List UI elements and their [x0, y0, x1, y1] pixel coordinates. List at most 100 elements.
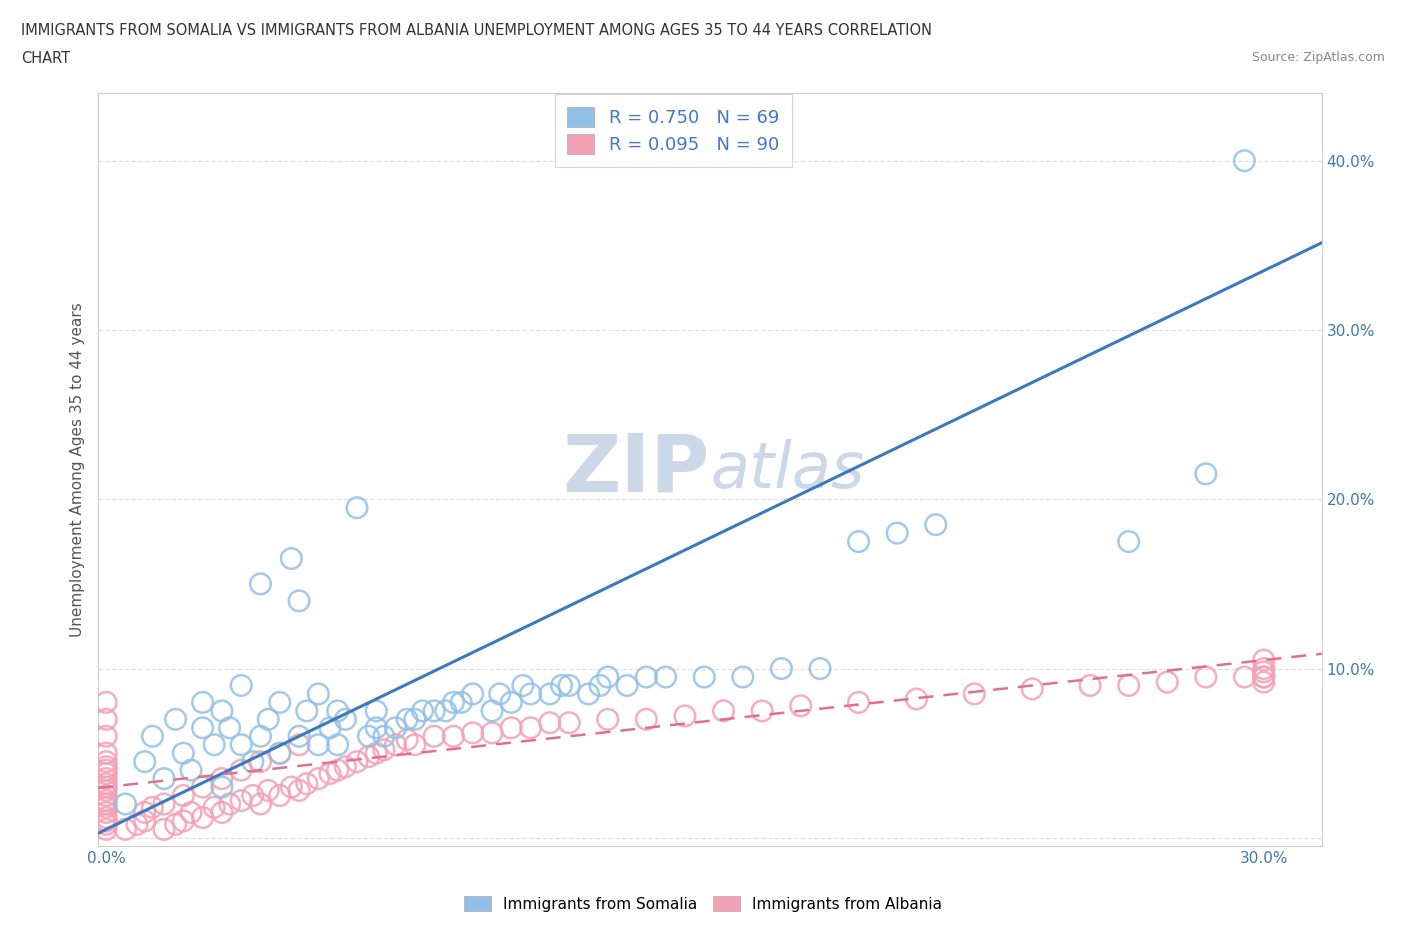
Point	[751, 703, 773, 718]
Point	[538, 715, 561, 730]
Point	[654, 670, 676, 684]
Point	[269, 746, 291, 761]
Point	[295, 777, 318, 791]
Point	[94, 729, 117, 744]
Point	[373, 729, 395, 744]
Point	[191, 721, 214, 736]
Point	[616, 678, 638, 693]
Point	[141, 800, 163, 815]
Point	[396, 732, 419, 747]
Point	[1233, 153, 1256, 168]
Point	[134, 814, 156, 829]
Point	[396, 711, 419, 726]
Text: IMMIGRANTS FROM SOMALIA VS IMMIGRANTS FROM ALBANIA UNEMPLOYMENT AMONG AGES 35 TO: IMMIGRANTS FROM SOMALIA VS IMMIGRANTS FR…	[21, 23, 932, 38]
Point	[673, 709, 696, 724]
Point	[1156, 674, 1178, 689]
Point	[94, 779, 117, 794]
Point	[295, 703, 318, 718]
Point	[153, 822, 176, 837]
Point	[636, 711, 658, 726]
Point	[94, 817, 117, 831]
Point	[257, 783, 280, 798]
Point	[172, 746, 194, 761]
Point	[94, 759, 117, 774]
Point	[242, 788, 264, 803]
Point	[925, 517, 948, 532]
Point	[404, 737, 426, 752]
Point	[231, 737, 253, 752]
Point	[357, 729, 380, 744]
Point	[848, 534, 870, 549]
Point	[596, 670, 619, 684]
Point	[1253, 670, 1275, 684]
Point	[434, 703, 457, 718]
Point	[191, 810, 214, 825]
Point	[94, 788, 117, 803]
Point	[94, 800, 117, 815]
Point	[218, 721, 240, 736]
Point	[335, 711, 357, 726]
Point	[326, 763, 349, 777]
Point	[423, 703, 446, 718]
Point	[94, 711, 117, 726]
Point	[357, 750, 380, 764]
Point	[153, 796, 176, 811]
Point	[172, 814, 194, 829]
Point	[596, 711, 619, 726]
Point	[1253, 670, 1275, 684]
Point	[319, 721, 342, 736]
Point	[307, 737, 329, 752]
Legend: Immigrants from Somalia, Immigrants from Albania: Immigrants from Somalia, Immigrants from…	[457, 889, 949, 918]
Point	[94, 746, 117, 761]
Point	[501, 721, 523, 736]
Point	[450, 695, 472, 710]
Point	[1253, 653, 1275, 668]
Text: CHART: CHART	[21, 51, 70, 66]
Point	[441, 729, 464, 744]
Point	[249, 796, 271, 811]
Point	[231, 763, 253, 777]
Point	[346, 754, 368, 769]
Point	[307, 771, 329, 786]
Point	[481, 725, 503, 740]
Point	[404, 711, 426, 726]
Point	[848, 695, 870, 710]
Point	[488, 686, 510, 701]
Point	[288, 737, 311, 752]
Point	[134, 805, 156, 820]
Point	[319, 766, 342, 781]
Point	[558, 678, 581, 693]
Point	[172, 788, 194, 803]
Point	[180, 805, 202, 820]
Point	[326, 737, 349, 752]
Point	[114, 796, 136, 811]
Point	[134, 754, 156, 769]
Point	[366, 703, 388, 718]
Point	[373, 742, 395, 757]
Text: ZIP: ZIP	[562, 431, 710, 509]
Point	[519, 721, 541, 736]
Point	[94, 777, 117, 791]
Point	[94, 793, 117, 808]
Point	[461, 725, 484, 740]
Point	[191, 695, 214, 710]
Point	[280, 551, 302, 566]
Point	[94, 754, 117, 769]
Point	[963, 686, 986, 701]
Point	[249, 754, 271, 769]
Point	[636, 670, 658, 684]
Point	[191, 779, 214, 794]
Point	[550, 678, 572, 693]
Point	[1078, 678, 1101, 693]
Point	[441, 695, 464, 710]
Point	[269, 695, 291, 710]
Point	[808, 661, 831, 676]
Point	[94, 766, 117, 781]
Point	[1195, 670, 1218, 684]
Point	[269, 788, 291, 803]
Point	[94, 796, 117, 811]
Point	[789, 698, 811, 713]
Point	[1118, 534, 1140, 549]
Point	[257, 711, 280, 726]
Point	[366, 721, 388, 736]
